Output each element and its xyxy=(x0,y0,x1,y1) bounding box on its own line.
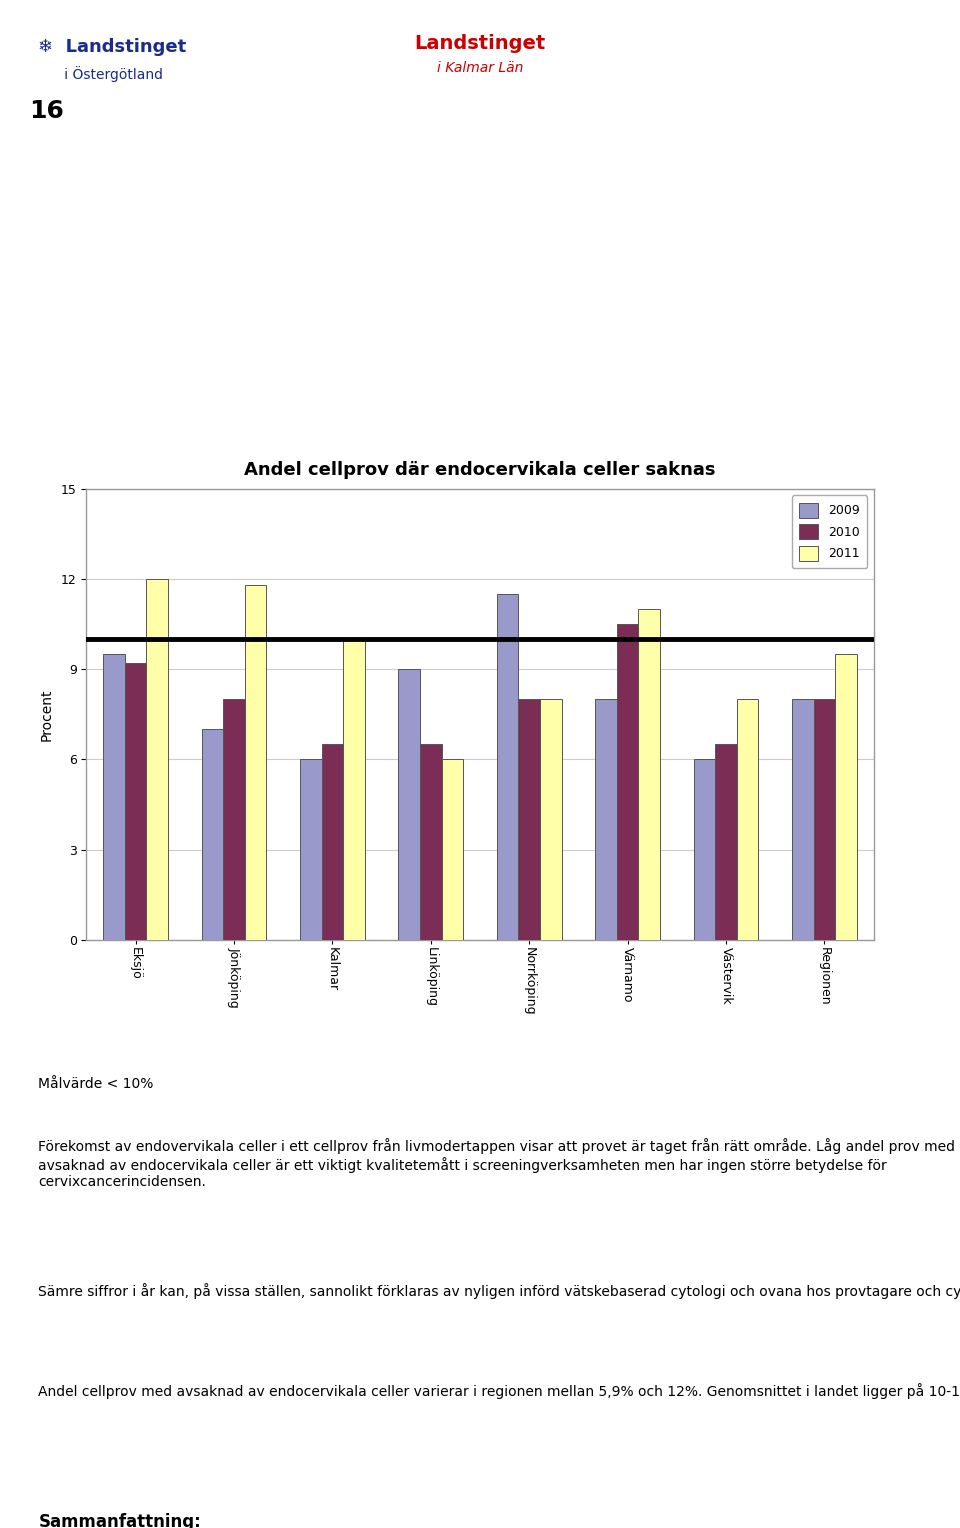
Bar xyxy=(835,654,857,940)
Title: Andel cellprov där endocervikala celler saknas: Andel cellprov där endocervikala celler … xyxy=(244,461,716,480)
Bar xyxy=(518,700,540,940)
Bar xyxy=(442,759,464,940)
Bar xyxy=(223,700,245,940)
Y-axis label: Procent: Procent xyxy=(40,688,54,741)
Text: Sämre siffror i år kan, på vissa ställen, sannolikt förklaras av nyligen införd : Sämre siffror i år kan, på vissa ställen… xyxy=(38,1284,960,1299)
Text: LANDSTINGET: LANDSTINGET xyxy=(741,34,861,49)
Text: Landstinget: Landstinget xyxy=(415,34,545,52)
Text: Förekomst av endovervikala celler i ett cellprov från livmodertappen visar att p: Förekomst av endovervikala celler i ett … xyxy=(38,1138,955,1189)
Text: 16: 16 xyxy=(29,99,63,124)
Bar xyxy=(540,700,562,940)
Bar xyxy=(125,663,147,940)
Bar xyxy=(245,585,267,940)
Bar xyxy=(638,610,660,940)
Bar xyxy=(344,639,365,940)
Text: i Östergötland: i Östergötland xyxy=(38,66,163,81)
Bar xyxy=(813,700,835,940)
Text: Andel cellprov med avsaknad av endocervikala celler varierar i regionen mellan 5: Andel cellprov med avsaknad av endocervi… xyxy=(38,1383,960,1398)
Text: ❄  Landstinget: ❄ Landstinget xyxy=(38,38,186,57)
Text: Målvärde < 10%: Målvärde < 10% xyxy=(38,1077,154,1091)
Bar xyxy=(103,654,125,940)
Bar xyxy=(693,759,715,940)
Bar xyxy=(398,669,420,940)
Bar xyxy=(715,744,737,940)
Bar xyxy=(792,700,813,940)
Text: i Kalmar Län: i Kalmar Län xyxy=(437,61,523,75)
Bar xyxy=(322,744,344,940)
Bar xyxy=(420,744,442,940)
Text: i Jönköpings län: i Jönköpings län xyxy=(757,58,846,69)
Bar xyxy=(496,594,518,940)
Bar xyxy=(595,700,616,940)
Bar xyxy=(616,625,638,940)
Bar xyxy=(300,759,322,940)
Bar xyxy=(202,729,223,940)
Bar xyxy=(737,700,758,940)
Legend: 2009, 2010, 2011: 2009, 2010, 2011 xyxy=(792,495,867,568)
Text: Sammanfattning:: Sammanfattning: xyxy=(38,1513,202,1528)
Bar xyxy=(147,579,168,940)
